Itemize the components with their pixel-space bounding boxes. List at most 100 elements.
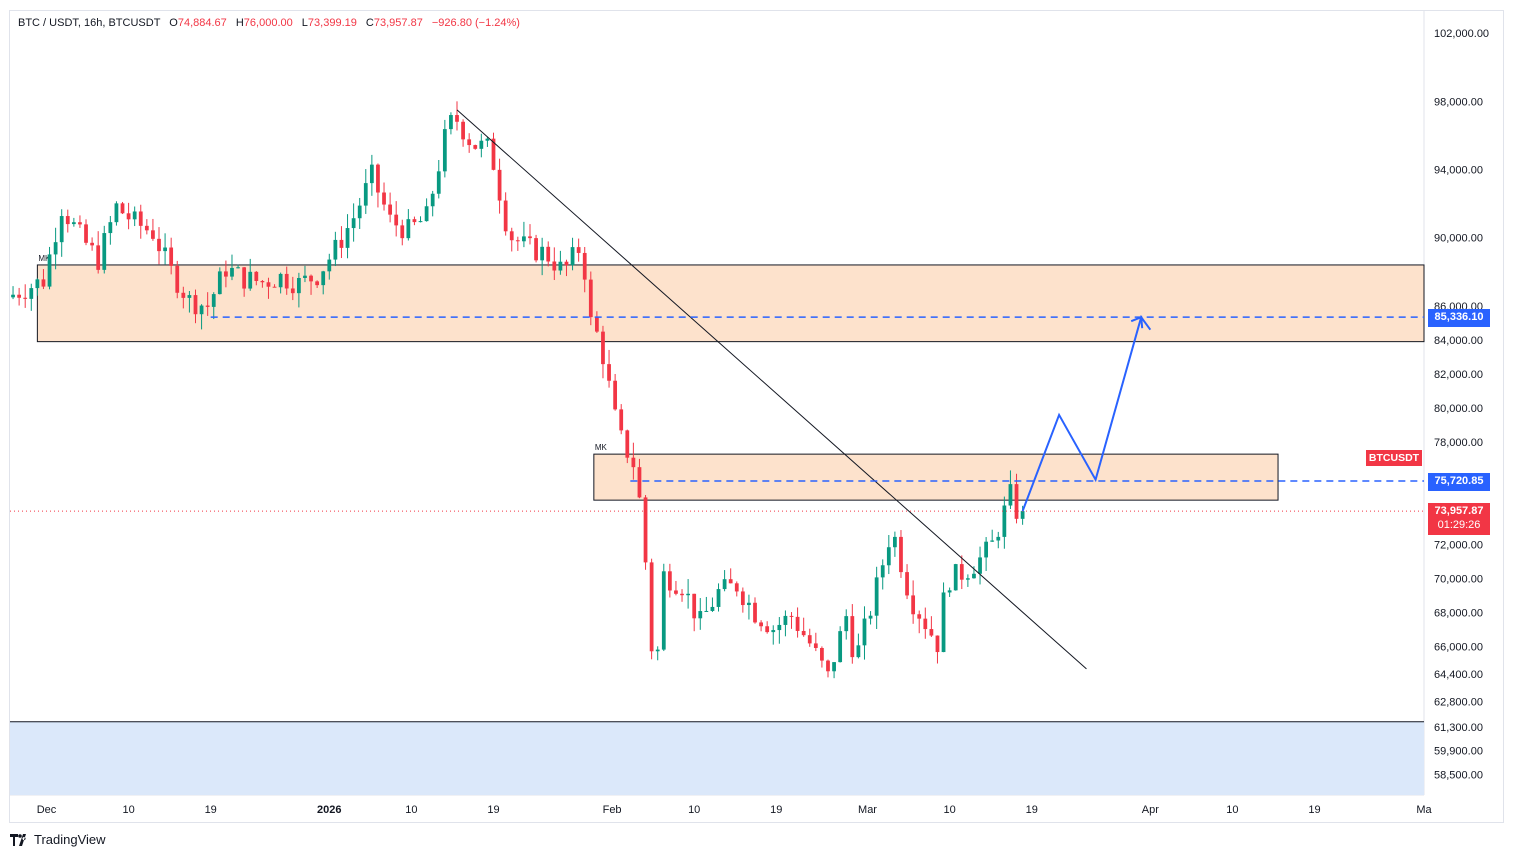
time-axis-label: 10: [405, 804, 417, 816]
candle-body-70: [436, 171, 441, 194]
candle-body-141: [868, 615, 873, 619]
candle-body-12: [84, 224, 88, 243]
candle-body-136: [838, 631, 843, 663]
symbol-price-tag: BTCUSDT: [1366, 450, 1422, 466]
candle-body-98: [607, 364, 611, 381]
price-axis-label: 80,000.00: [1434, 403, 1483, 415]
candle-body-122: [753, 602, 757, 623]
candle-body-154: [947, 590, 952, 593]
high-label: H: [235, 17, 244, 29]
candle-body-87: [540, 246, 545, 261]
candle-body-109: [674, 590, 678, 594]
candle-body-116: [716, 589, 721, 607]
candle-body-112: [692, 593, 697, 619]
time-axis-label: Mar: [858, 804, 877, 816]
candle-body-100: [619, 409, 624, 431]
candle-body-43: [272, 286, 277, 288]
candle-body-21: [138, 211, 143, 226]
time-axis-label: Feb: [603, 804, 622, 816]
candle-body-5: [41, 279, 46, 287]
price-axis-label: 94,000.00: [1434, 165, 1483, 177]
candle-body-11: [78, 222, 82, 225]
candle-body-62: [388, 204, 392, 215]
candle-body-72: [449, 115, 453, 130]
candle-body-127: [783, 615, 788, 625]
tradingview-brand[interactable]: TradingView: [10, 832, 106, 847]
price-axis-label: 64,400.00: [1434, 669, 1483, 681]
candle-body-9: [65, 216, 70, 225]
candle-body-59: [369, 164, 374, 184]
candle-body-56: [351, 218, 356, 229]
candle-body-128: [789, 615, 794, 617]
candle-body-123: [759, 622, 763, 627]
candle-body-37: [236, 267, 240, 269]
candle-body-120: [740, 591, 745, 606]
candle-body-61: [382, 192, 386, 205]
candle-body-149: [917, 614, 922, 619]
candle-body-52: [327, 259, 332, 272]
open-value: 74,884.67: [177, 17, 227, 29]
close-label: C: [365, 17, 374, 29]
candle-body-6: [47, 254, 52, 287]
candle-body-81: [503, 200, 508, 232]
candle-body-65: [406, 219, 411, 239]
candle-body-20: [132, 211, 137, 220]
price-axis-label: 59,900.00: [1434, 746, 1483, 758]
candle-body-157: [965, 578, 970, 580]
candle-body-144: [886, 547, 891, 566]
candle-body-148: [911, 595, 916, 615]
time-axis-label: 2026: [317, 804, 341, 816]
candle-body-166: [1020, 511, 1025, 519]
candle-body-49: [309, 275, 313, 282]
candle-body-25: [163, 247, 167, 252]
legend-ohlc: BTC / USDT, 16h, BTCUSDT O74,884.67 H76,…: [18, 17, 520, 29]
candle-body-73: [455, 115, 459, 122]
candle-body-14: [96, 245, 101, 270]
open-label: O: [169, 17, 178, 29]
candle-body-78: [485, 138, 490, 141]
time-axis-label: 19: [1308, 804, 1320, 816]
candle-body-138: [850, 616, 855, 658]
candle-body-31: [199, 305, 204, 315]
time-axis-label: 19: [770, 804, 782, 816]
candle-body-3: [29, 288, 34, 299]
price-axis-label: 102,000.00: [1434, 28, 1489, 40]
countdown-timer: 01:29:26: [1437, 519, 1481, 532]
price-tag-85336: 85,336.10: [1428, 309, 1490, 328]
candle-body-15: [102, 233, 107, 270]
candle-body-54: [339, 239, 344, 248]
candle-body-99: [613, 380, 618, 410]
candle-body-102: [631, 457, 636, 468]
candle-body-105: [649, 562, 654, 652]
candle-body-1: [17, 294, 22, 298]
low-value: 73,399.19: [307, 17, 357, 29]
candle-body-101: [625, 430, 630, 458]
time-axis-label: 19: [1026, 804, 1038, 816]
high-value: 76,000.00: [243, 17, 293, 29]
candle-body-152: [935, 635, 940, 653]
candle-body-106: [655, 649, 660, 652]
price-axis-label: 62,800.00: [1434, 696, 1483, 708]
candle-body-55: [345, 228, 350, 248]
candle-body-86: [534, 238, 538, 261]
candle-body-60: [376, 164, 380, 193]
candle-body-4: [35, 279, 40, 289]
candle-body-143: [880, 565, 885, 578]
candle-body-42: [266, 282, 271, 287]
candle-body-137: [844, 616, 849, 632]
candle-body-135: [832, 662, 836, 672]
candle-body-44: [278, 273, 283, 288]
candle-body-16: [108, 222, 113, 234]
candle-body-95: [588, 279, 593, 318]
candle-body-26: [169, 247, 174, 266]
candle-body-113: [698, 611, 703, 619]
candle-body-90: [558, 261, 563, 271]
price-axis-label: 61,300.00: [1434, 722, 1483, 734]
candle-body-19: [126, 213, 131, 220]
candle-body-57: [357, 205, 362, 219]
candle-body-7: [53, 242, 58, 255]
candle-body-156: [959, 564, 964, 580]
candle-body-121: [747, 602, 751, 606]
symbol-title[interactable]: BTC / USDT, 16h, BTCUSDT: [18, 17, 161, 29]
